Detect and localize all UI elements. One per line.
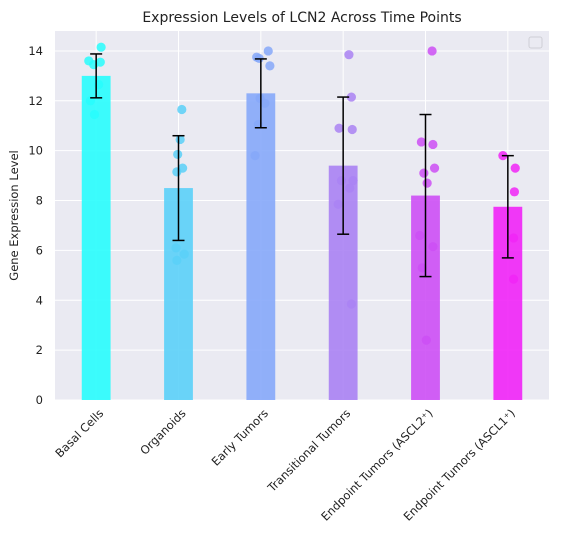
- data-point: [250, 151, 260, 161]
- data-point: [334, 123, 344, 133]
- data-point: [333, 199, 343, 209]
- data-point: [344, 50, 354, 60]
- data-point: [416, 137, 426, 147]
- bar: [246, 93, 276, 400]
- data-point: [417, 263, 427, 273]
- y-axis-label: Gene Expression Level: [7, 150, 21, 280]
- data-point: [428, 139, 438, 150]
- x-tick-label: Early Tumors: [209, 406, 271, 468]
- legend-box: [528, 36, 543, 49]
- error-bar: [501, 154, 514, 259]
- data-point: [419, 168, 429, 178]
- y-tick-label: 0: [36, 393, 43, 407]
- data-point: [510, 163, 520, 173]
- data-point: [345, 183, 355, 193]
- data-point: [89, 109, 100, 120]
- x-tick-label: Transitional Tumors: [264, 406, 353, 495]
- y-tick-label: 6: [36, 243, 43, 257]
- y-tick-label: 14: [28, 44, 43, 58]
- y-tick-labels: 0 2 4 6 8 10 12 14: [28, 44, 43, 407]
- error-bar: [254, 58, 267, 129]
- error-bars: [90, 53, 514, 278]
- data-point: [96, 42, 106, 52]
- data-point: [336, 175, 347, 186]
- data-point: [171, 243, 181, 253]
- data-point: [346, 299, 356, 309]
- data-point: [172, 255, 182, 265]
- data-point: [179, 249, 189, 259]
- data-point: [263, 46, 273, 56]
- data-point: [346, 92, 356, 102]
- y-tick-label: 2: [36, 343, 43, 357]
- error-bar: [172, 134, 185, 242]
- data-point: [508, 274, 519, 284]
- data-point: [429, 163, 440, 173]
- data-point: [172, 167, 182, 177]
- y-tick-label: 10: [28, 144, 43, 158]
- x-tick-label: Basal Cells: [52, 406, 106, 460]
- data-point: [509, 187, 520, 197]
- y-tick-label: 8: [36, 194, 43, 208]
- data-point: [508, 233, 519, 243]
- data-point: [173, 149, 183, 160]
- data-point: [427, 46, 437, 56]
- data-point: [422, 178, 432, 188]
- x-tick-labels: Basal Cells Organoids Early TumorsTransiti…: [52, 406, 518, 523]
- data-point: [260, 98, 270, 108]
- data-point: [177, 104, 187, 115]
- chart-title: Expression Levels of LCN2 Across Time Po…: [142, 10, 461, 26]
- y-tick-label: 4: [36, 293, 43, 307]
- plot-background: [55, 31, 549, 400]
- error-bar: [337, 96, 350, 235]
- data-point: [348, 175, 358, 186]
- data-point: [347, 124, 357, 135]
- data-point: [415, 230, 425, 241]
- error-bar: [419, 113, 432, 278]
- y-tick-label: 12: [28, 94, 43, 108]
- data-point: [421, 335, 431, 345]
- x-tick-label: Organoids: [137, 406, 188, 457]
- bar: [81, 75, 111, 400]
- data-point: [428, 242, 438, 252]
- error-bar: [90, 53, 103, 99]
- data-point: [265, 61, 275, 71]
